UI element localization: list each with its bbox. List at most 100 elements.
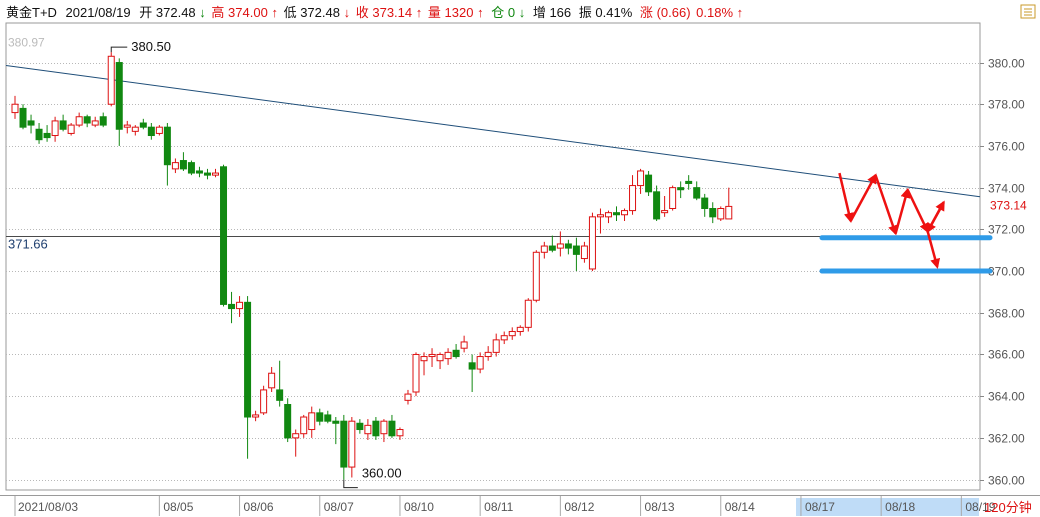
candle — [564, 239, 572, 255]
candle — [139, 118, 147, 130]
candle — [220, 164, 228, 307]
candle — [460, 335, 468, 353]
annotation-arrow — [838, 172, 854, 223]
xtick-label: 08/19 — [965, 500, 995, 514]
candle — [572, 237, 580, 272]
candle-body-up — [604, 212, 612, 218]
candle-body-down — [163, 126, 171, 166]
candle — [308, 406, 316, 438]
candle-body-up — [171, 162, 179, 170]
candle — [332, 417, 340, 445]
candle — [677, 181, 685, 199]
candle-body-up — [460, 341, 468, 349]
candle-body-up — [444, 351, 452, 360]
increase-value: 166 — [549, 5, 571, 20]
candle — [540, 241, 548, 259]
candle — [292, 429, 300, 457]
candle-body-up — [725, 205, 733, 220]
candle — [163, 123, 171, 186]
candle — [324, 410, 332, 424]
candle — [155, 125, 163, 136]
xtick-label: 2021/08/03 — [18, 500, 78, 514]
candle-body-down — [147, 126, 155, 137]
candle — [348, 417, 356, 478]
annotation-arrow — [874, 174, 898, 236]
x-axis-bar — [0, 495, 1040, 517]
candle-body-up — [588, 216, 596, 270]
ytick-label: 380.00 — [988, 57, 1025, 71]
candle-body-up — [556, 243, 564, 249]
xtick-label: 08/07 — [324, 500, 354, 514]
xtick-label: 08/17 — [805, 500, 835, 514]
candle-body-up — [717, 207, 725, 220]
candle-body-up — [532, 251, 540, 301]
candle — [725, 187, 733, 220]
candle-body-down — [19, 107, 27, 128]
candle — [596, 208, 604, 234]
candle-body-down — [115, 62, 123, 130]
candle-body-up — [580, 245, 588, 260]
range-high-label: 380.97 — [8, 35, 45, 49]
ytick-label: 372.00 — [988, 223, 1025, 237]
candle-body-down — [316, 412, 324, 422]
date-label: 2021/08/19 — [66, 5, 131, 20]
open-value: 372.48 — [156, 5, 196, 20]
candle — [260, 385, 268, 415]
candle-body-up — [500, 335, 508, 341]
candle-body-up — [420, 356, 428, 362]
candle — [131, 125, 139, 136]
low-label: 低 — [284, 5, 297, 20]
trough-leader — [343, 479, 358, 489]
candle-body-up — [260, 389, 268, 414]
volume-arrow: ↑ — [477, 5, 484, 20]
candle — [556, 231, 564, 257]
ytick-label: 376.00 — [988, 140, 1025, 154]
xtick-label: 08/11 — [484, 500, 513, 514]
candle-body-down — [187, 162, 195, 174]
candle-body-up — [348, 420, 356, 468]
candle — [717, 206, 725, 222]
ytick-label: 374.00 — [988, 182, 1025, 196]
candle — [284, 398, 292, 443]
candle — [524, 298, 532, 332]
candle — [179, 152, 187, 171]
candle-body-up — [155, 126, 163, 134]
candle-body-up — [396, 429, 404, 437]
candle — [404, 389, 412, 405]
xtick-label: 08/06 — [244, 500, 274, 514]
candle-body-down — [139, 122, 147, 128]
candle-body-up — [524, 299, 532, 328]
xtick-label: 08/10 — [404, 500, 434, 514]
candle-body-down — [372, 420, 380, 437]
candle-body-down — [356, 422, 364, 431]
candle-body-down — [220, 166, 228, 305]
candle — [669, 185, 677, 211]
candle-body-up — [492, 339, 500, 353]
candle-body-up — [484, 351, 492, 358]
position-arrow: ↓ — [519, 5, 526, 20]
candle-body-down — [572, 245, 580, 255]
candle-body-up — [292, 433, 300, 439]
candle — [187, 160, 195, 176]
candle — [59, 114, 67, 132]
low-value: 372.48 — [300, 5, 340, 20]
close-arrow: ↑ — [416, 5, 423, 20]
xtick-label: 08/12 — [564, 500, 594, 514]
amplitude-label: 振 — [579, 5, 592, 20]
increase-label: 增 — [533, 5, 546, 20]
candle — [228, 291, 236, 324]
period-label[interactable]: 120分钟 — [984, 500, 1032, 515]
candle-body-up — [212, 172, 219, 176]
candle-body-up — [436, 353, 444, 362]
candle-body-up — [404, 393, 412, 401]
ytick-label: 362.00 — [988, 432, 1025, 446]
candle — [500, 331, 508, 345]
candle-body-down — [388, 420, 396, 437]
candle — [532, 250, 540, 303]
candle-body-up — [75, 116, 83, 126]
candle — [83, 114, 91, 128]
candle — [420, 352, 428, 376]
candle-body-down — [685, 180, 693, 184]
chart-settings-icon[interactable] — [1020, 4, 1036, 19]
